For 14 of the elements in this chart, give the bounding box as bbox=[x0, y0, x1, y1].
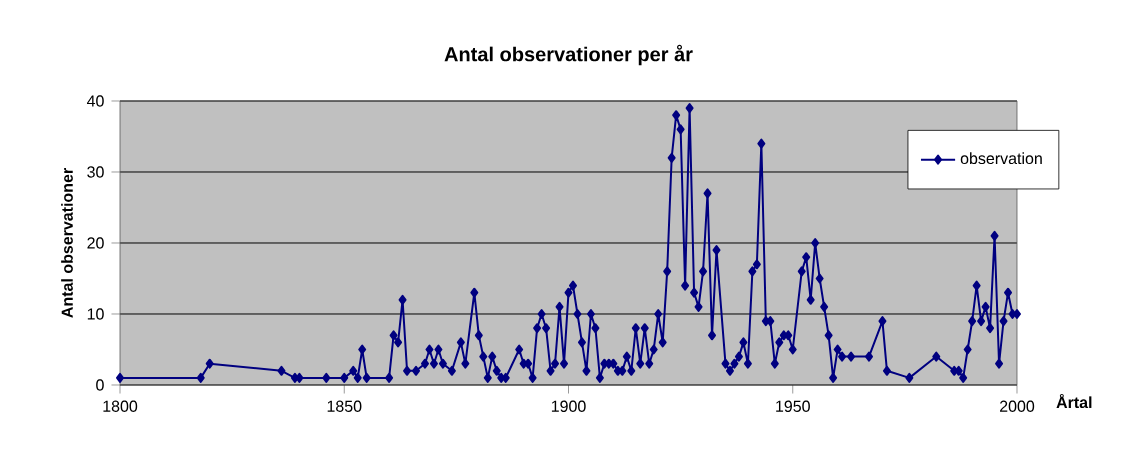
y-tick-label: 30 bbox=[87, 166, 104, 178]
x-tick-label: 1800 bbox=[103, 400, 138, 412]
x-tick-label: 1850 bbox=[327, 400, 362, 412]
x-tick-label: 1900 bbox=[551, 400, 586, 412]
y-axis-title: Antal observationer bbox=[61, 168, 73, 318]
y-tick-label: 20 bbox=[87, 237, 104, 249]
chart-title: Antal observationer per år bbox=[444, 44, 693, 66]
x-axis-title: Årtal bbox=[1056, 393, 1092, 409]
legend-label: observation bbox=[960, 152, 1042, 165]
y-tick-label: 40 bbox=[86, 95, 104, 107]
x-tick-label: 1950 bbox=[776, 400, 810, 412]
x-tick-label: 2000 bbox=[1000, 400, 1035, 412]
y-tick-label: 0 bbox=[96, 379, 104, 391]
y-tick-label: 10 bbox=[87, 308, 104, 320]
